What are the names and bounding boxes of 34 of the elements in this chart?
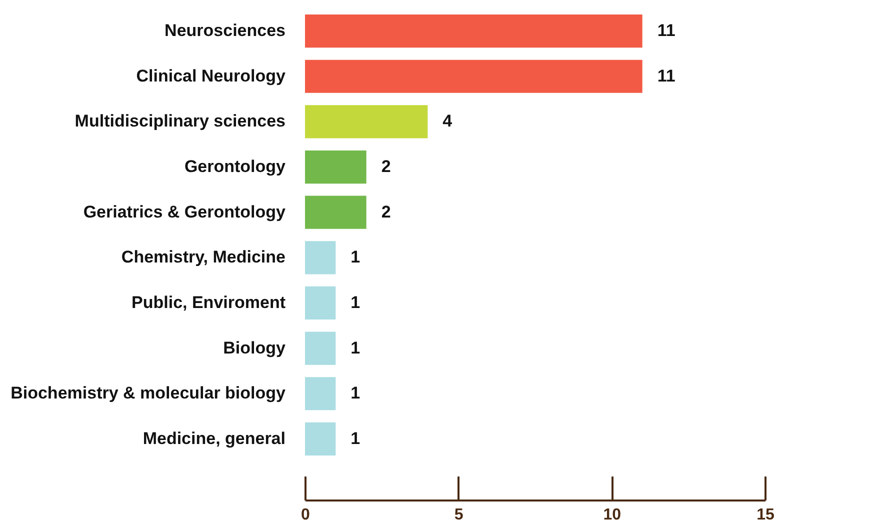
y-tick-label: Geriatrics & Gerontology [83, 202, 286, 222]
bar [305, 196, 366, 229]
x-tick-label: 10 [603, 506, 622, 524]
data-label: 1 [350, 248, 360, 267]
y-tick-label: Biology [223, 338, 286, 358]
y-tick-label: Medicine, general [142, 428, 286, 448]
y-tick-label: Chemistry, Medicine [121, 248, 286, 267]
x-tick-label: 5 [454, 506, 464, 524]
y-tick-label: Clinical Neurology [136, 66, 286, 86]
data-label: 1 [350, 338, 360, 358]
y-tick-label: Public, Enviroment [132, 292, 286, 312]
data-label: 2 [381, 157, 391, 176]
y-tick-label: Gerontology [184, 157, 286, 176]
bar [305, 332, 336, 365]
y-tick-label: Biochemistry & molecular biology [10, 384, 286, 403]
bar [305, 60, 642, 93]
data-label: 11 [657, 21, 676, 40]
y-tick-label: Neurosciences [164, 21, 286, 40]
x-tick-label: 0 [301, 506, 310, 524]
bar [305, 150, 366, 184]
data-label: 4 [442, 112, 453, 131]
bar [305, 241, 336, 274]
data-label: 1 [350, 292, 360, 312]
bar [305, 105, 428, 138]
data-label: 1 [350, 384, 360, 403]
bar [305, 14, 642, 48]
data-label: 11 [657, 66, 676, 86]
bar [305, 286, 336, 320]
bar [305, 377, 336, 410]
x-tick-label: 15 [756, 506, 774, 524]
y-tick-label: Multidisciplinary sciences [74, 112, 286, 131]
data-label: 2 [381, 202, 391, 222]
data-label: 1 [350, 428, 360, 448]
bar [305, 422, 336, 456]
